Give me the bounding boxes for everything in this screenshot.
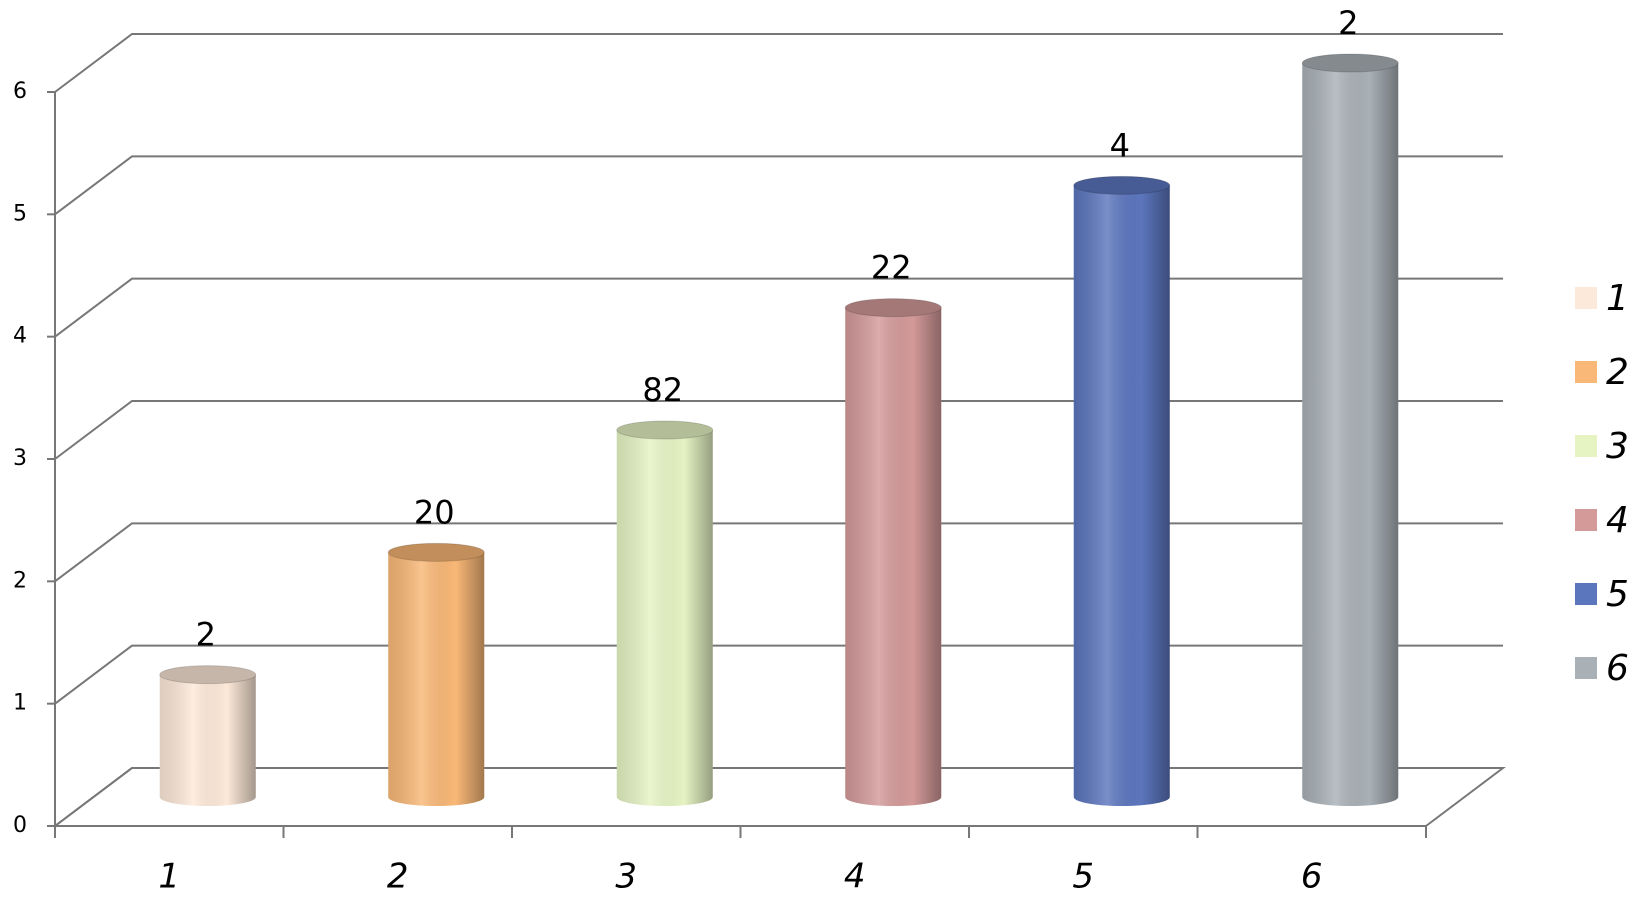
x-tick-label: 6 — [1301, 857, 1323, 897]
legend-swatch — [1575, 435, 1597, 457]
legend-label: 4 — [1606, 500, 1629, 541]
grid-line — [54, 33, 1503, 93]
grid-line — [54, 767, 1503, 827]
cylinder-top-shade — [388, 543, 485, 562]
cylinder-top — [387, 542, 485, 562]
legend-label: 1 — [1606, 278, 1629, 319]
cylinder-shading — [159, 674, 256, 806]
x-tick-label: 2 — [387, 857, 409, 897]
cylinder-top — [844, 298, 942, 318]
cylinder-shading — [845, 307, 942, 806]
data-label: 22 — [871, 249, 912, 287]
cylinder-top-shade — [616, 421, 713, 439]
legend-swatch — [1575, 509, 1597, 531]
x-tick-label: 5 — [1072, 857, 1094, 897]
data-label: 2 — [196, 616, 216, 654]
floor — [54, 767, 1506, 827]
cylinder-top-shade — [1073, 176, 1170, 195]
y-tick-label: 2 — [13, 568, 27, 593]
cylinder-top-shade — [1302, 54, 1399, 72]
data-label: 82 — [642, 371, 683, 409]
grid-line — [54, 400, 1503, 460]
y-tick-label: 0 — [13, 813, 27, 838]
cylinder-top — [159, 665, 257, 685]
y-tick-label: 5 — [13, 201, 27, 226]
x-tick-label: 1 — [158, 857, 180, 897]
cylinder-top — [1301, 53, 1399, 73]
legend-swatch — [1575, 657, 1597, 679]
data-label: 2 — [1338, 4, 1358, 42]
legend-label: 6 — [1606, 648, 1629, 689]
grid-line — [54, 522, 1503, 583]
cylinder-top — [1073, 175, 1171, 195]
grid-line — [54, 155, 1503, 216]
grid-line — [54, 644, 1503, 705]
cylinder-shading — [616, 430, 713, 806]
cylinder-shading — [1073, 185, 1170, 807]
cylinder-top — [616, 420, 714, 440]
cylinder-top-shade — [845, 298, 942, 317]
grid-line — [54, 277, 1503, 338]
y-tick-label: 6 — [13, 79, 27, 104]
x-tick-label: 3 — [615, 857, 637, 897]
y-tick-label: 3 — [13, 446, 27, 471]
legend-swatch — [1575, 583, 1597, 605]
legend-label: 3 — [1606, 426, 1629, 467]
y-tick-label: 4 — [13, 324, 27, 349]
data-label: 20 — [414, 493, 455, 531]
cylinder-top-shade — [159, 665, 256, 684]
data-label: 4 — [1110, 126, 1130, 164]
cylinder-shading — [388, 552, 485, 806]
cylinder-shading — [1302, 63, 1399, 806]
legend-swatch — [1575, 287, 1597, 309]
legend-label: 2 — [1606, 352, 1629, 393]
y-tick-label: 1 — [13, 691, 27, 716]
x-tick-label: 4 — [844, 857, 866, 897]
legend-swatch — [1575, 361, 1597, 383]
legend-label: 5 — [1606, 574, 1629, 615]
